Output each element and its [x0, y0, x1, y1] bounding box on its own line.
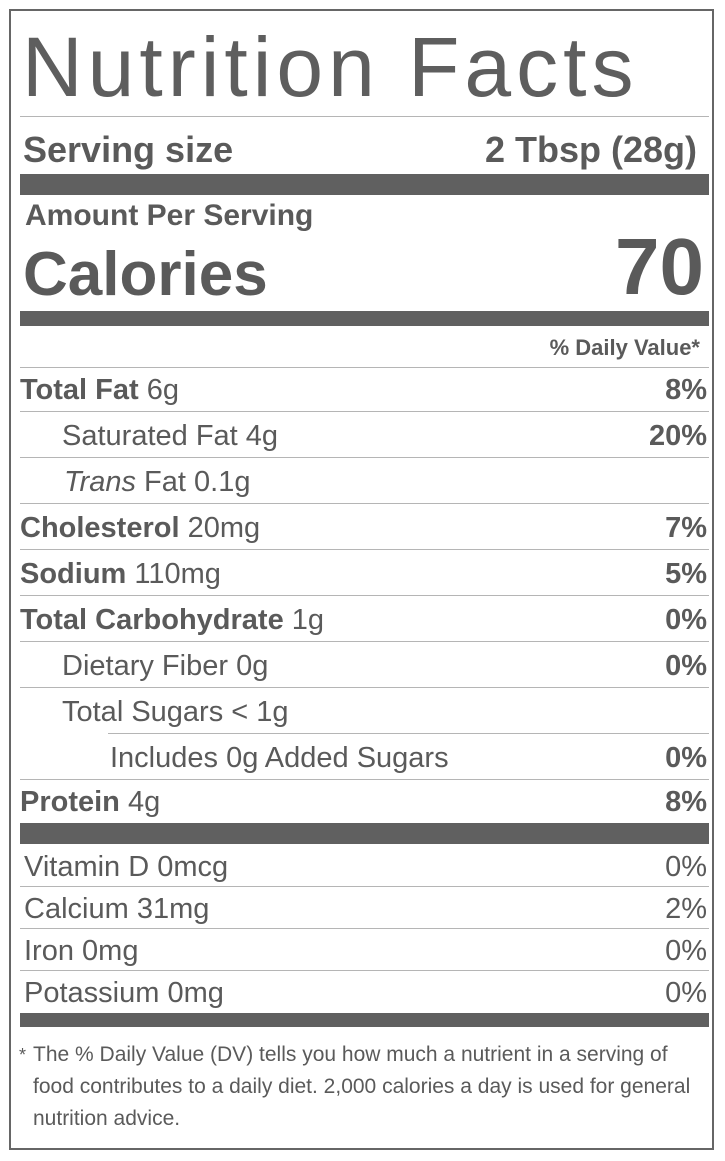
nutrient-row-cholesterol: Cholesterol 20mg 7% [20, 506, 709, 550]
divider [20, 116, 709, 117]
calories-value: 70 [615, 222, 704, 311]
nutrient-name: Cholesterol 20mg [20, 512, 261, 544]
nutrient-dv: 0% [665, 650, 707, 682]
medium-divider [20, 1013, 709, 1027]
nutrient-dv: 20% [648, 420, 707, 452]
nutrient-name: Includes 0g Added Sugars [110, 742, 449, 774]
nutrient-name: Dietary Fiber 0g [62, 650, 269, 682]
medium-divider [20, 311, 709, 326]
daily-value-header: % Daily Value* [549, 335, 700, 360]
calories-label: Calories [23, 240, 268, 309]
serving-size-value: 2 Tbsp (28g) [484, 129, 697, 170]
vitamin-dv: 2% [665, 893, 707, 925]
thick-divider [20, 174, 709, 195]
footnote-text: The % Daily Value (DV) tells you how muc… [33, 1043, 691, 1130]
nutrient-row-total-sugars: Total Sugars < 1g [20, 690, 709, 734]
amount-per-serving: Amount Per Serving [25, 199, 314, 232]
nutrient-dv: 8% [665, 786, 707, 818]
nutrient-name: Total Carbohydrate 1g [20, 604, 325, 636]
nutrient-name: Protein 4g [20, 786, 161, 818]
nutrient-dv: 5% [665, 558, 707, 590]
vitamin-row-potassium: Potassium 0mg 0% [20, 971, 707, 1013]
vitamin-name: Iron 0mg [24, 935, 139, 967]
vitamin-dv: 0% [665, 935, 707, 967]
nutrient-row-protein: Protein 4g 8% [20, 780, 707, 822]
thick-divider [20, 823, 709, 844]
nutrient-dv: 7% [665, 512, 707, 544]
vitamin-name: Vitamin D 0mcg [24, 851, 229, 883]
nutrient-row-trans-fat: Trans Fat 0.1g [20, 460, 709, 504]
label-title: Nutrition Facts [22, 20, 639, 114]
nutrition-facts-label: Nutrition Facts Serving size 2 Tbsp (28g… [9, 9, 714, 1150]
nutrient-dv: 8% [665, 374, 707, 406]
vitamin-dv: 0% [665, 977, 707, 1009]
nutrient-row-total-carbohydrate: Total Carbohydrate 1g 0% [20, 598, 709, 642]
nutrient-name: Total Sugars < 1g [62, 696, 289, 728]
vitamin-row-calcium: Calcium 31mg 2% [20, 887, 709, 929]
vitamin-row-vitamin-d: Vitamin D 0mcg 0% [20, 845, 709, 887]
nutrient-row-added-sugars: Includes 0g Added Sugars 0% [20, 736, 709, 780]
nutrient-row-sodium: Sodium 110mg 5% [20, 552, 709, 596]
nutrient-row-total-fat: Total Fat 6g 8% [20, 368, 709, 412]
nutrient-row-saturated-fat: Saturated Fat 4g 20% [20, 414, 709, 458]
nutrient-dv: 0% [665, 604, 707, 636]
nutrient-name: Total Fat 6g [20, 374, 180, 406]
vitamin-row-iron: Iron 0mg 0% [20, 929, 709, 971]
nutrient-name: Trans Fat 0.1g [64, 466, 251, 498]
nutrient-dv: 0% [665, 742, 707, 774]
divider [20, 367, 709, 368]
nutrient-name: Sodium 110mg [20, 558, 221, 590]
vitamin-name: Potassium 0mg [24, 977, 224, 1009]
footnote-asterisk: * [19, 1045, 27, 1065]
vitamin-dv: 0% [665, 851, 707, 883]
nutrient-name: Saturated Fat 4g [62, 420, 279, 452]
vitamin-name: Calcium 31mg [24, 893, 210, 925]
serving-size-label: Serving size [23, 129, 234, 170]
nutrient-row-dietary-fiber: Dietary Fiber 0g 0% [20, 644, 709, 688]
